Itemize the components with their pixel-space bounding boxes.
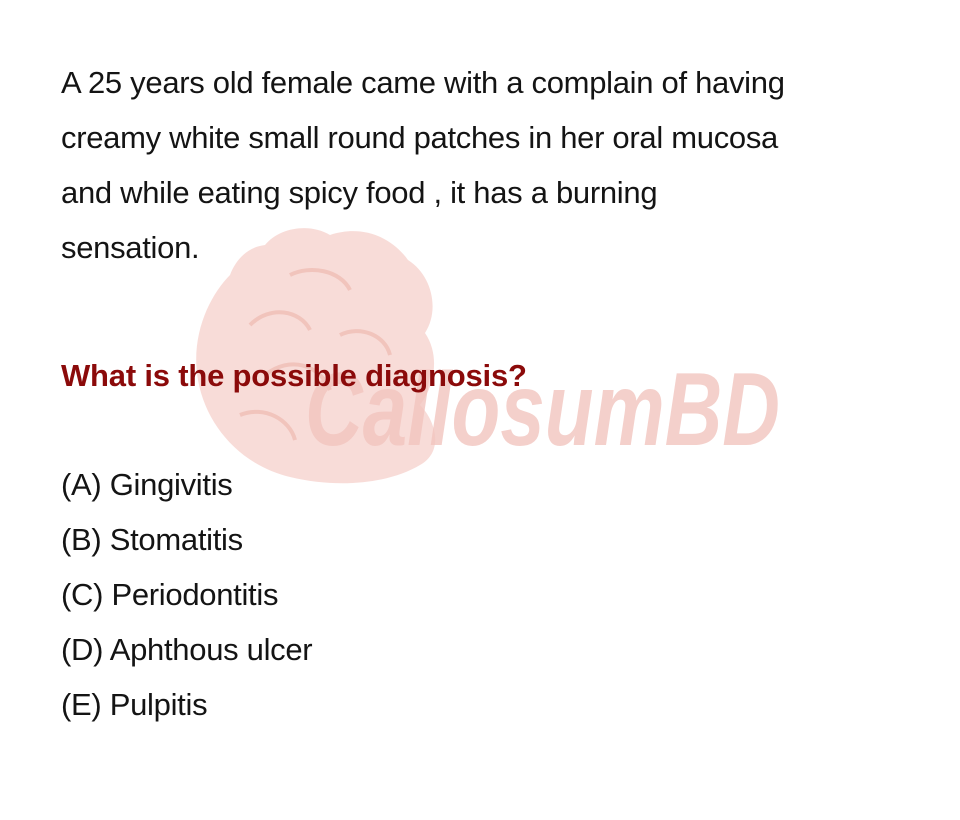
stem-line: sensation.	[61, 230, 200, 265]
stem-line: A 25 years old female came with a compla…	[61, 65, 785, 100]
question-prompt: What is the possible diagnosis?	[61, 358, 527, 393]
question-stem: A 25 years old female came with a compla…	[61, 55, 921, 275]
option-a[interactable]: (A) Gingivitis	[61, 467, 233, 502]
option-c[interactable]: (C) Periodontitis	[61, 577, 279, 612]
answer-options: (A) Gingivitis (B) Stomatitis (C) Period…	[61, 457, 313, 732]
option-e[interactable]: (E) Pulpitis	[61, 687, 208, 722]
stem-line: creamy white small round patches in her …	[61, 120, 778, 155]
option-d[interactable]: (D) Aphthous ulcer	[61, 632, 313, 667]
stem-line: and while eating spicy food , it has a b…	[61, 175, 658, 210]
option-b[interactable]: (B) Stomatitis	[61, 522, 243, 557]
question-card: A 25 years old female came with a compla…	[61, 55, 921, 722]
